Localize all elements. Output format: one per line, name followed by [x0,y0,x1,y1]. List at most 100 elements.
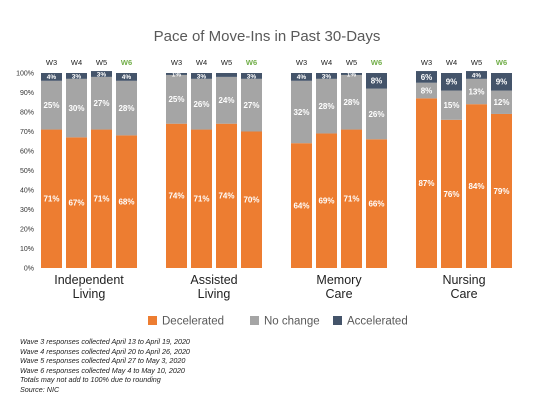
group-label-nursing-care-line-2: Care [450,287,477,301]
bar-independent-living-w6-decelerated [116,135,137,268]
legend-label-no-change: No change [264,316,320,328]
footnote-source: Source: NIC [20,384,60,394]
data-label-memory-care-w5-no-change: 28% [343,98,359,107]
wave-label-independent-living-w3: W3 [46,58,57,67]
footnote-rounding: Totals may not add to 100% due to roundi… [20,375,161,385]
data-label-assisted-living-w4-no-change: 26% [193,100,209,109]
bar-memory-care-w4-decelerated [316,133,337,268]
data-label-memory-care-w3-decelerated: 64% [293,201,309,210]
y-tick-label-10: 10% [20,246,34,253]
data-label-independent-living-w4-accelerated: 3% [72,73,82,80]
group-label-assisted-living-line-1: Assisted [190,273,237,287]
data-label-assisted-living-w6-no-change: 27% [243,101,259,110]
bar-nursing-care-w3-accelerated [416,71,437,83]
bar-memory-care-w3-decelerated [291,143,312,268]
data-label-assisted-living-w3-decelerated: 74% [168,192,184,201]
footnote-wave-5: Wave 5 responses collected April 27 to M… [20,356,186,366]
data-label-memory-care-w4-accelerated: 3% [322,73,332,80]
data-label-assisted-living-w6-accelerated: 3% [247,73,257,80]
y-tick-label-60: 60% [20,149,34,156]
data-label-nursing-care-w3-no-change: 8% [421,86,433,95]
bar-nursing-care-w5-accelerated [466,71,487,79]
bar-nursing-care-w5-no-change [466,78,487,105]
wave-label-nursing-care-w3: W3 [421,58,432,67]
data-label-independent-living-w6-accelerated: 4% [122,74,132,81]
bar-memory-care-w6-no-change [366,88,387,140]
data-label-assisted-living-w3-accelerated: 1% [172,71,182,78]
data-label-nursing-care-w4-no-change: 15% [443,101,459,110]
bar-nursing-care-w4-accelerated [441,73,462,91]
y-tick-label-80: 80% [20,110,34,117]
bar-nursing-care-w3-decelerated [416,98,437,268]
data-label-memory-care-w5-accelerated: 1% [347,71,357,78]
bar-memory-care-w4-no-change [316,78,337,134]
wave-label-memory-care-w3: W3 [296,58,307,67]
footnote-wave-6: Wave 6 responses collected May 4 to May … [20,365,185,375]
wave-label-assisted-living-w5: W5 [221,58,232,67]
bar-assisted-living-w3-accelerated [166,73,187,75]
bar-nursing-care-w5-decelerated [466,104,487,268]
data-label-nursing-care-w5-decelerated: 84% [468,182,484,191]
bar-independent-living-w3-no-change [41,80,62,130]
group-label-independent-living-line-1: Independent [54,273,124,287]
bar-memory-care-w4-accelerated [316,73,337,79]
bar-independent-living-w5-no-change [91,76,112,130]
footnotes: Wave 3 responses collected April 13 to A… [20,337,190,395]
y-tick-label-70: 70% [20,129,34,136]
y-tick-label-100: 100% [16,71,34,78]
bar-nursing-care-w6-accelerated [491,73,512,91]
bar-assisted-living-w5-no-change [216,76,237,124]
data-label-independent-living-w6-no-change: 28% [118,104,134,113]
data-label-memory-care-w5-decelerated: 71% [343,195,359,204]
data-label-assisted-living-w4-accelerated: 3% [197,73,207,80]
data-label-independent-living-w6-decelerated: 68% [118,198,134,207]
bar-nursing-care-w6-no-change [491,90,512,114]
data-label-nursing-care-w3-decelerated: 87% [418,179,434,188]
data-label-nursing-care-w5-accelerated: 4% [472,72,482,79]
wave-label-nursing-care-w4: W4 [446,58,457,67]
data-label-memory-care-w3-no-change: 32% [293,108,309,117]
bar-nursing-care-w6-decelerated [491,113,512,268]
bar-memory-care-w3-accelerated [291,73,312,81]
bar-memory-care-w5-no-change [341,74,362,130]
bar-assisted-living-w5-decelerated [216,123,237,268]
bar-assisted-living-w6-accelerated [241,73,262,79]
bar-independent-living-w4-no-change [66,78,87,138]
data-label-independent-living-w3-decelerated: 71% [43,195,59,204]
group-label-nursing-care-line-1: Nursing [442,273,485,287]
data-label-assisted-living-w5-decelerated: 74% [218,192,234,201]
data-label-nursing-care-w3-accelerated: 6% [421,73,433,82]
wave-label-memory-care-w5: W5 [346,58,357,67]
wave-label-memory-care-w6: W6 [371,58,382,67]
data-label-independent-living-w3-accelerated: 4% [47,74,57,81]
bar-independent-living-w3-accelerated [41,73,62,81]
bar-nursing-care-w4-decelerated [441,119,462,268]
wave-label-nursing-care-w5: W5 [471,58,482,67]
bar-assisted-living-w4-decelerated [191,129,212,268]
group-label-memory-care-line-2: Care [325,287,352,301]
group-label-independent-living-line-2: Living [73,287,106,301]
bar-independent-living-w6-no-change [116,80,137,136]
bar-independent-living-w3-decelerated [41,129,62,268]
bar-independent-living-w4-decelerated [66,137,87,268]
wave-label-independent-living-w5: W5 [96,58,107,67]
bar-memory-care-w6-decelerated [366,139,387,268]
bar-nursing-care-w3-no-change [416,82,437,99]
bar-assisted-living-w6-no-change [241,78,262,132]
wave-label-independent-living-w4: W4 [71,58,82,67]
y-tick-label-30: 30% [20,207,34,214]
data-label-assisted-living-w3-no-change: 25% [168,95,184,104]
bar-assisted-living-w3-no-change [166,74,187,124]
wave-label-nursing-care-w6: W6 [496,58,507,67]
y-tick-label-20: 20% [20,227,34,234]
data-label-independent-living-w4-no-change: 30% [68,104,84,113]
data-label-independent-living-w5-decelerated: 71% [93,195,109,204]
y-tick-label-90: 90% [20,90,34,97]
legend-swatch-decelerated [148,316,157,325]
chart-title: Pace of Move-Ins in Past 30-Days [153,28,381,45]
bar-independent-living-w4-accelerated [66,73,87,79]
data-label-memory-care-w6-accelerated: 8% [371,77,383,86]
data-label-assisted-living-w4-decelerated: 71% [193,195,209,204]
bar-memory-care-w5-accelerated [341,73,362,75]
